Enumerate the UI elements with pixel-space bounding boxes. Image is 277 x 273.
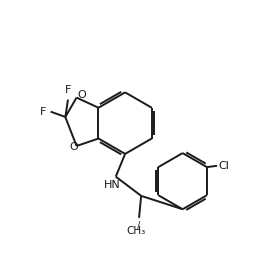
Text: F: F (65, 85, 71, 95)
Text: O: O (69, 142, 78, 152)
Text: HN: HN (103, 180, 120, 190)
Text: O: O (77, 90, 86, 100)
Text: Cl: Cl (219, 161, 229, 171)
Text: /: / (137, 221, 141, 231)
Text: CH₃: CH₃ (127, 226, 146, 236)
Text: F: F (39, 107, 46, 117)
